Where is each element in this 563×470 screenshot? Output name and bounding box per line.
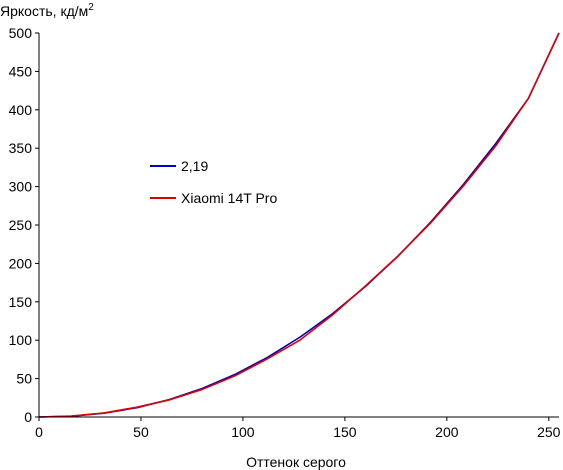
legend-label-2: Xiaomi 14T Pro — [181, 190, 277, 206]
y-axis-title: Яркость, кд/м2 — [0, 2, 94, 19]
series-line-1 — [38, 32, 560, 418]
y-tick-label: 450 — [9, 63, 33, 79]
x-axis-title: Оттенок серого — [246, 454, 346, 470]
series-line-2 — [38, 32, 560, 418]
y-axis-title-text: Яркость, кд/м — [0, 3, 88, 19]
y-ticks: 0 50 100 150 200 250 300 350 400 450 500 — [9, 25, 39, 425]
x-ticks: 0 50 100 150 200 250 — [35, 417, 561, 440]
y-tick-label: 300 — [9, 179, 33, 195]
x-tick-label: 200 — [435, 424, 459, 440]
x-tick-label: 0 — [35, 424, 43, 440]
y-tick-label: 150 — [9, 294, 33, 310]
y-axis-title-superscript: 2 — [88, 2, 94, 13]
y-tick-label: 0 — [24, 409, 32, 425]
y-tick-label: 100 — [9, 332, 33, 348]
y-tick-label: 250 — [9, 217, 33, 233]
axes — [38, 33, 559, 418]
y-tick-label: 200 — [9, 255, 33, 271]
x-tick-label: 100 — [231, 424, 255, 440]
y-tick-label: 350 — [9, 140, 33, 156]
y-tick-label: 400 — [9, 102, 33, 118]
x-tick-label: 250 — [537, 424, 561, 440]
y-tick-label: 50 — [16, 371, 32, 387]
legend-label-1: 2,19 — [181, 158, 208, 174]
legend: 2,19 Xiaomi 14T Pro — [150, 158, 277, 206]
plot-lines — [38, 32, 560, 418]
y-tick-label: 500 — [9, 25, 33, 41]
x-tick-label: 50 — [133, 424, 149, 440]
x-tick-label: 150 — [333, 424, 357, 440]
